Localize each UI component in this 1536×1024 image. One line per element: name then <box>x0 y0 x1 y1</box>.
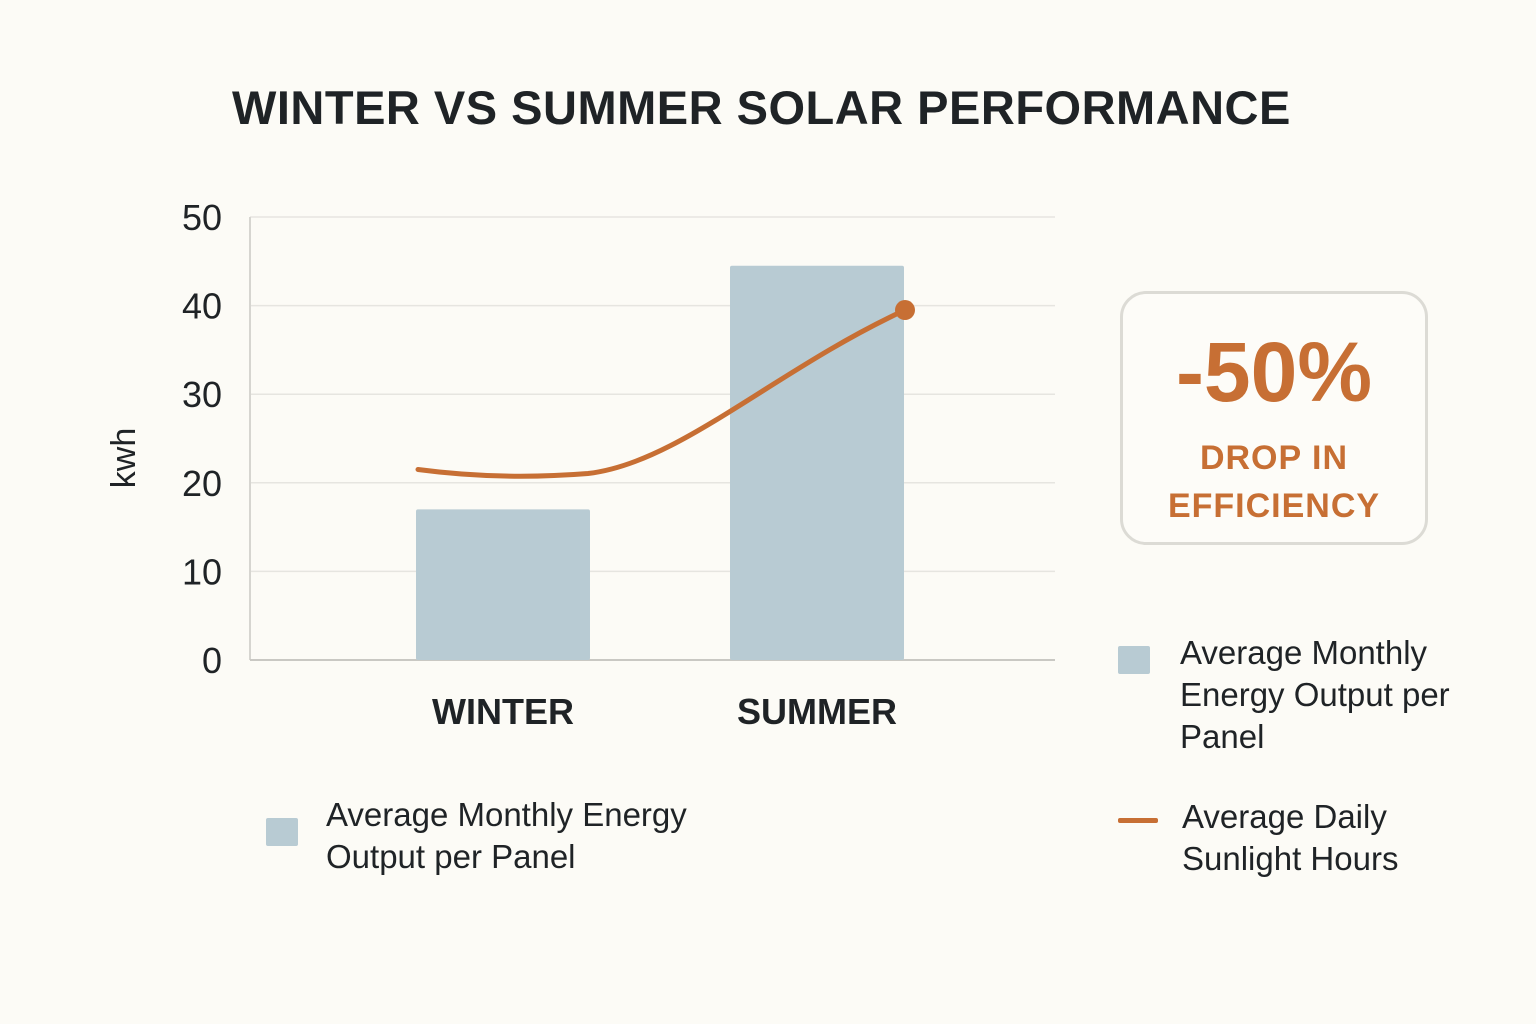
legend-right-energy: Average Monthly Energy Output per Panel <box>1118 632 1470 758</box>
bar-summer <box>730 265 904 660</box>
legend-right-sunlight-label: Average Daily Sunlight Hours <box>1182 798 1399 877</box>
bar-winter <box>416 509 590 660</box>
sunlight-line <box>415 307 908 479</box>
legend-bar-swatch <box>1118 646 1150 674</box>
x-tick-label: SUMMER <box>737 691 897 732</box>
callout-value: -50% <box>1175 325 1373 419</box>
legend-right-sunlight: Average Daily Sunlight Hours <box>1118 796 1472 880</box>
legend-line-swatch <box>1118 818 1158 823</box>
y-tick-label: 0 <box>202 640 222 681</box>
legend-right-energy-label: Average Monthly Energy Output per Panel <box>1180 634 1450 755</box>
y-tick-label: 20 <box>182 463 222 504</box>
y-tick-label: 10 <box>182 551 222 592</box>
efficiency-callout: -50% DROP IN EFFICIENCY <box>1120 291 1428 545</box>
legend-bottom-energy: Average Monthly Energy Output per Panel <box>266 794 746 878</box>
y-tick-label: 50 <box>182 197 222 238</box>
y-tick-label: 40 <box>182 286 222 327</box>
chart-title: WINTER VS SUMMER SOLAR PERFORMANCE <box>232 81 1291 134</box>
sunlight-line-endpoint <box>895 300 915 321</box>
y-tick-label: 30 <box>182 374 222 415</box>
callout-text: DROP IN EFFICIENCY <box>1167 439 1381 525</box>
x-tick-label: WINTER <box>432 691 574 732</box>
y-axis-title: kwh <box>105 428 143 488</box>
legend-bar-swatch <box>266 818 298 846</box>
legend-bottom-label: Average Monthly Energy Output per Panel <box>326 796 687 875</box>
